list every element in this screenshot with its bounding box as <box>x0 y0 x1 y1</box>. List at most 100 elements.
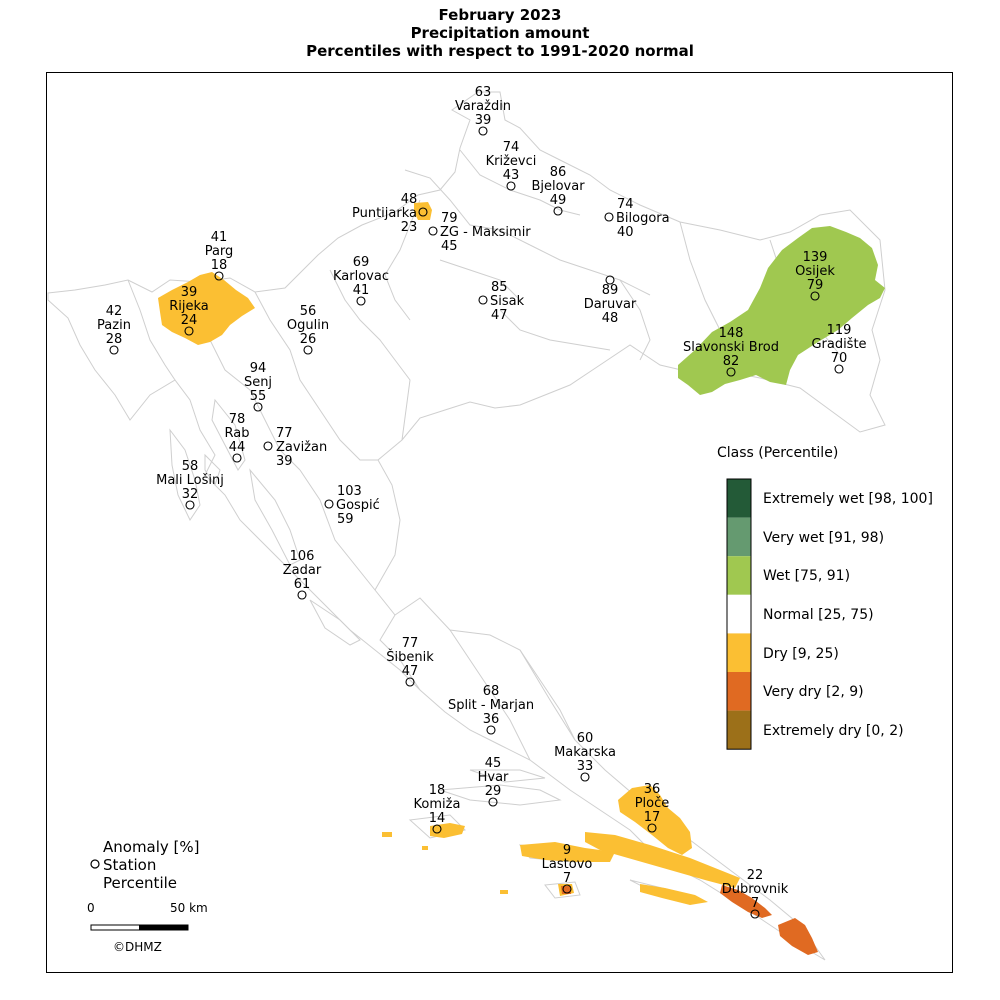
station-10-anomaly: 139 <box>803 250 828 265</box>
station-19-name: Mali Lošinj <box>156 473 224 488</box>
station-17-percentile: 44 <box>229 440 246 455</box>
area-wet-slavonia <box>678 226 885 395</box>
title-line-2: Precipitation amount <box>410 24 590 42</box>
station-2-percentile: 49 <box>550 193 567 208</box>
country-outline <box>47 91 886 961</box>
station-20-percentile: 59 <box>337 512 354 527</box>
station-19-anomaly: 58 <box>182 459 199 474</box>
station-5-name: ZG - Maksimir <box>440 225 531 240</box>
station-8-percentile: 47 <box>491 308 508 323</box>
scale-label-zero: 0 <box>87 901 95 915</box>
station-27-name: Ploče <box>635 796 670 811</box>
station-1-anomaly: 74 <box>503 140 520 155</box>
station-15-percentile: 70 <box>831 351 848 366</box>
copyright: ©DHMZ <box>113 940 162 954</box>
station-17-name: Rab <box>225 426 250 441</box>
station-16-percentile: 55 <box>250 389 267 404</box>
station-18-anomaly: 77 <box>276 426 293 441</box>
legend-label-extremely-wet: Extremely wet [98, 100] <box>763 491 933 507</box>
station-8-marker <box>478 295 488 305</box>
station-12-marker <box>109 345 119 355</box>
station-21-percentile: 61 <box>294 577 311 592</box>
area-verydry-konavle <box>778 918 818 955</box>
station-3-marker <box>604 212 614 222</box>
legend-swatch-0 <box>727 479 751 518</box>
station-28-marker <box>562 884 572 894</box>
station-4-marker <box>418 207 428 217</box>
legend-swatch-1 <box>727 517 751 557</box>
station-18-name: Zavižan <box>276 440 327 455</box>
station-4-anomaly: 48 <box>401 192 418 207</box>
station-27-marker <box>647 823 657 833</box>
station-0-percentile: 39 <box>475 113 492 128</box>
station-21-marker <box>297 590 307 600</box>
area-dry-komiza <box>430 823 465 838</box>
station-7-marker <box>356 296 366 306</box>
station-13-marker <box>303 345 313 355</box>
station-6-name: Parg <box>205 244 234 259</box>
class-areas <box>158 202 885 955</box>
station-18-marker <box>263 441 273 451</box>
station-29-percentile: 7 <box>751 896 759 911</box>
station-16-marker <box>253 402 263 412</box>
station-25-name: Hvar <box>478 770 509 785</box>
legend-swatch-4 <box>727 633 751 672</box>
station-11-percentile: 24 <box>181 313 198 328</box>
key-anomaly-label: Anomaly [%] <box>103 838 200 856</box>
station-18-percentile: 39 <box>276 454 293 469</box>
legend-swatch-6 <box>727 710 751 750</box>
station-28-name: Lastovo <box>542 857 593 872</box>
station-3-percentile: 40 <box>617 225 634 240</box>
station-5-marker <box>428 226 438 236</box>
legend-label-normal: Normal [25, 75) <box>763 607 874 623</box>
legend-label-wet: Wet [75, 91) <box>763 568 851 584</box>
title-line-3: Percentiles with respect to 1991-2020 no… <box>306 42 694 60</box>
station-9-anomaly: 89 <box>602 283 619 298</box>
scale-label-fifty: 50 km <box>170 901 208 915</box>
station-14-anomaly: 148 <box>719 326 744 341</box>
station-0-anomaly: 63 <box>475 85 492 100</box>
area-verydry-dubrovnik <box>720 885 772 918</box>
station-1-percentile: 43 <box>503 168 520 183</box>
station-21-anomaly: 106 <box>290 549 315 564</box>
station-2-name: Bjelovar <box>531 179 585 194</box>
legend-label-extremely-dry: Extremely dry [0, 2) <box>763 723 904 739</box>
area-dry-mljet <box>640 884 708 905</box>
station-8-name: Sisak <box>490 294 525 309</box>
station-5-anomaly: 79 <box>441 211 458 226</box>
legend-title: Class (Percentile) <box>717 445 839 461</box>
station-11-name: Rijeka <box>169 299 209 314</box>
station-22-percentile: 47 <box>402 664 419 679</box>
station-13-name: Ogulin <box>287 318 329 333</box>
station-15-marker <box>834 364 844 374</box>
legend-colorbar <box>726 478 752 750</box>
station-23-name: Split - Marjan <box>448 698 534 713</box>
station-8-anomaly: 85 <box>491 280 508 295</box>
station-25-anomaly: 45 <box>485 756 502 771</box>
area-dry-korcula <box>520 842 615 862</box>
area-dry-ploce <box>618 785 692 855</box>
legend-label-very-wet: Very wet [91, 98) <box>763 530 885 546</box>
area-dry-peljesac <box>585 832 740 888</box>
station-24-name: Makarska <box>554 745 616 760</box>
station-22-marker <box>405 677 415 687</box>
station-2-anomaly: 86 <box>550 165 567 180</box>
station-17-marker <box>232 453 242 463</box>
